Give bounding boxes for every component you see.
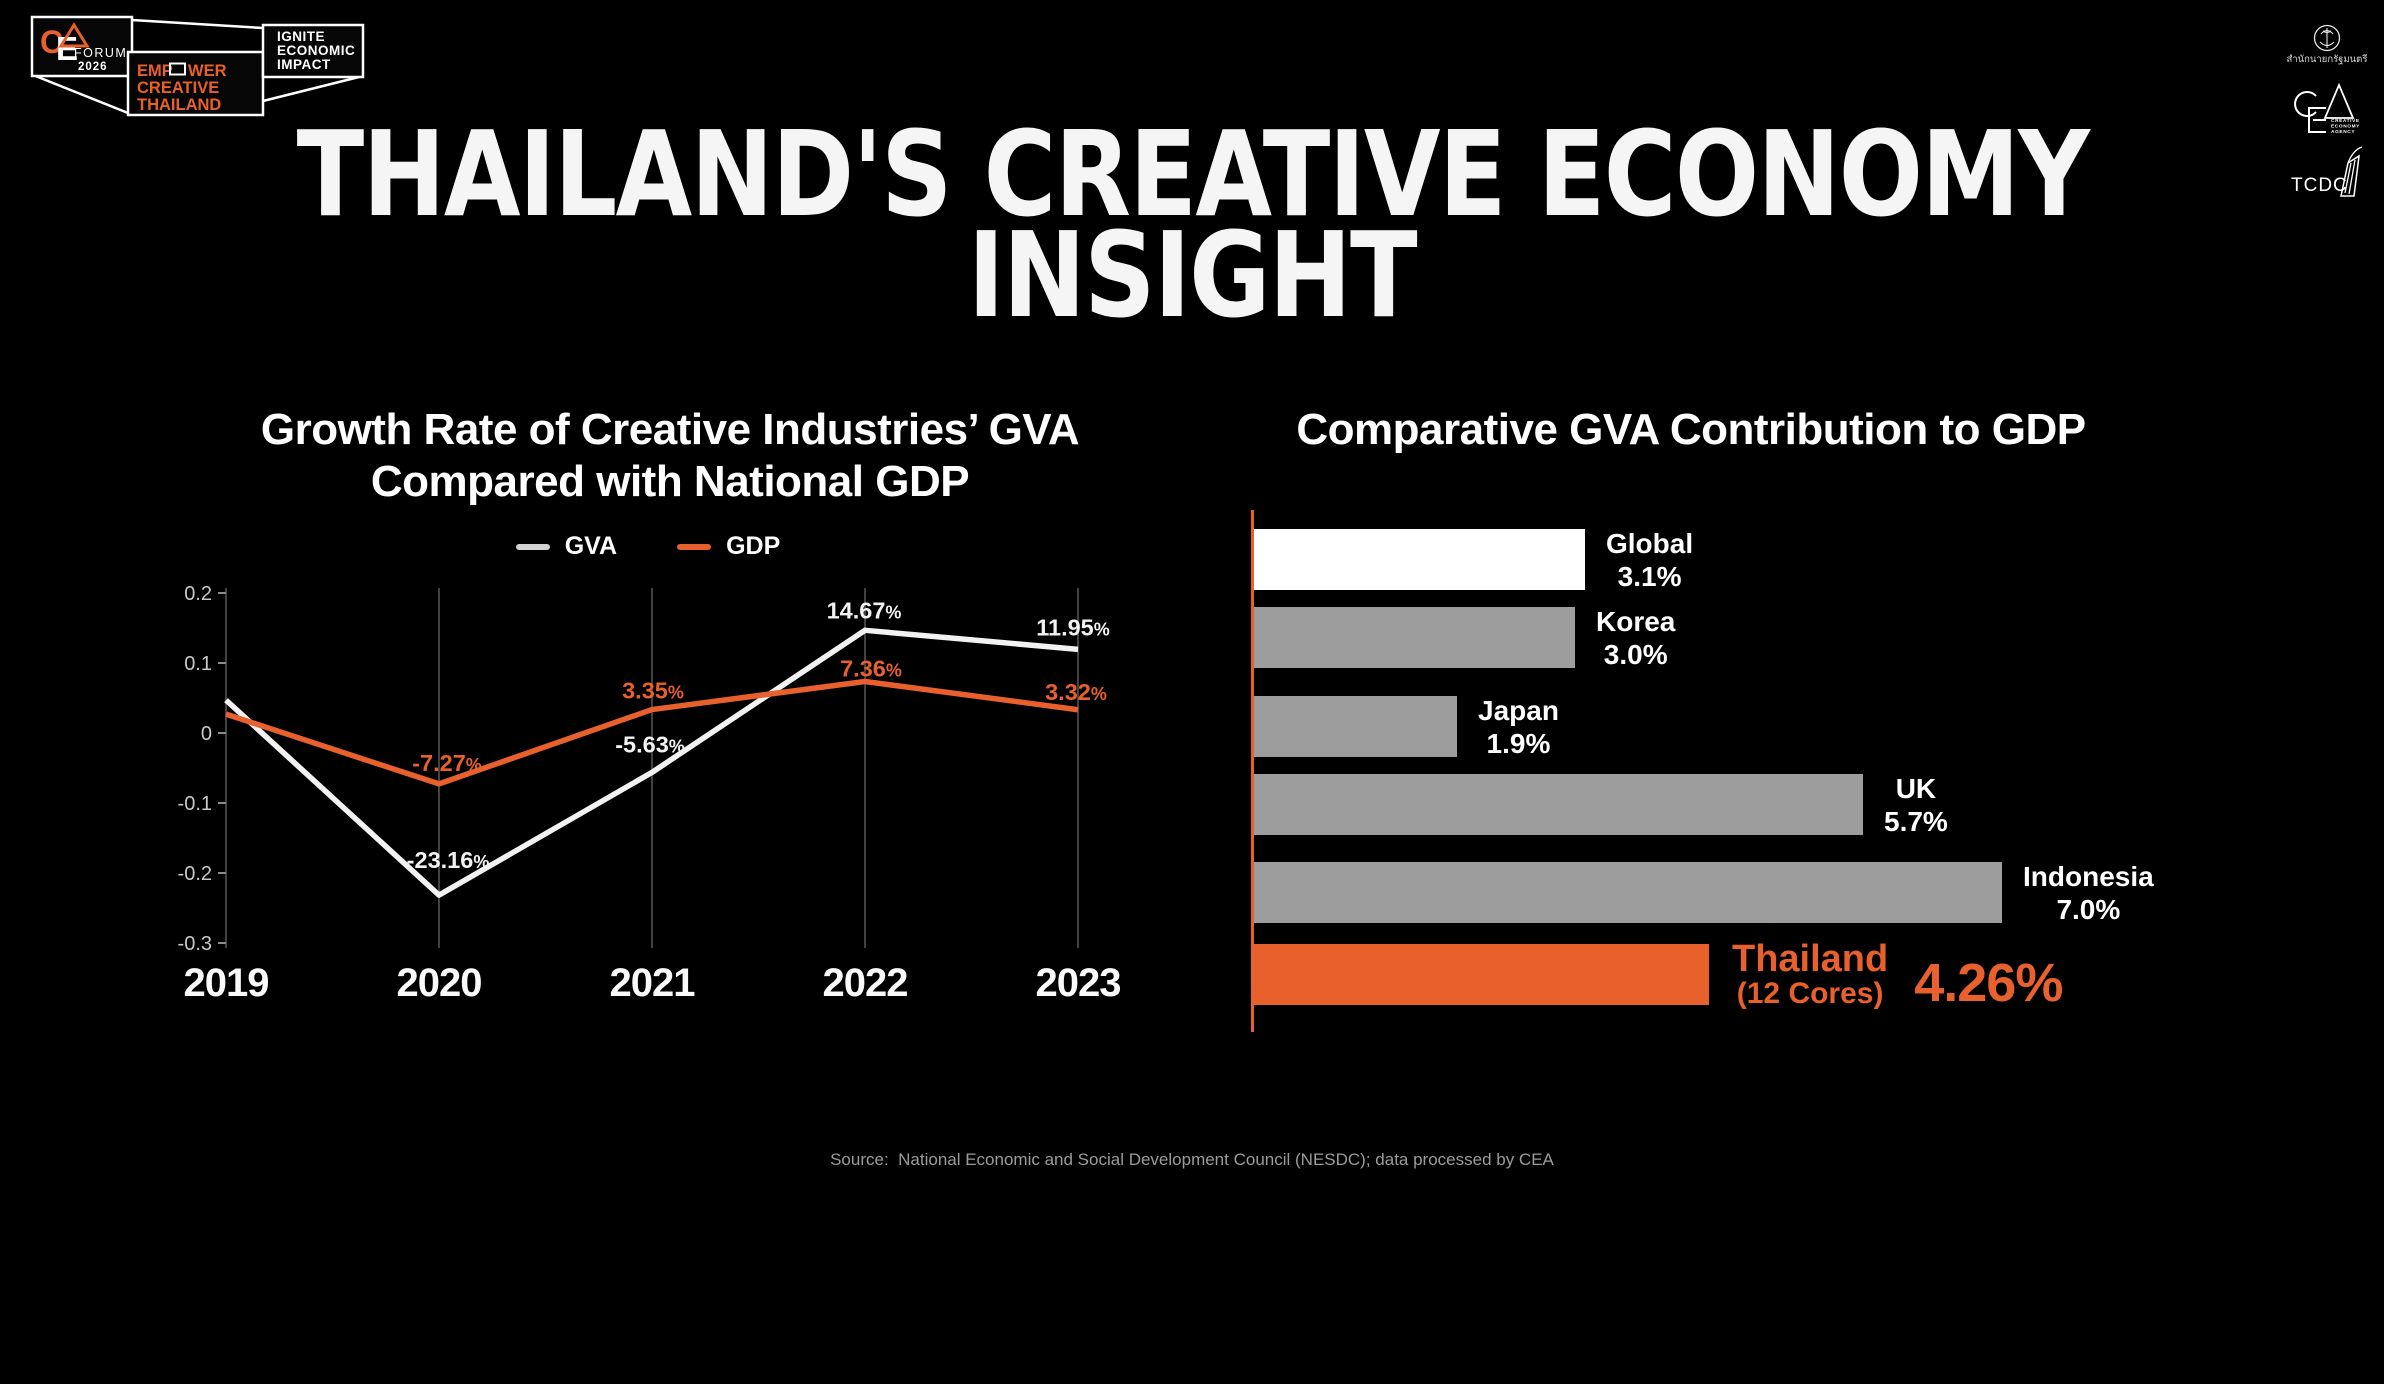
bar-label-japan: Japan 1.9% [1478,694,1559,760]
bar-name: Thailand [1732,937,1889,980]
page-title: THAILAND'S CREATIVE ECONOMY INSIGHT [0,105,2384,344]
line-chart-legend: GVA GDP [118,532,1178,561]
point-label-gva-2020: -23.16% [407,847,490,873]
y-axis-label: 0.2 [184,583,212,605]
bar-label-korea: Korea 3.0% [1596,605,1675,671]
ignite-line3: IMPACT [277,57,331,72]
bar-indonesia [1254,862,2002,923]
bar-thailand [1254,944,1709,1005]
bar-name: Korea [1596,605,1676,637]
tcdc-label: TCDC [2291,175,2348,196]
bar-chart-title: Comparative GVA Contribution to GDP [1296,405,2086,454]
ignite-line2: ECONOMIC [277,43,355,58]
y-axis-label: 0 [201,723,212,745]
bar-korea [1254,607,1575,668]
point-label-gva-2023: 11.95% [1036,614,1110,640]
bar-value: 5.7% [1884,805,1948,837]
bar-value-highlight: 4.26% [1914,952,2063,1013]
x-axis-label: 2019 [184,961,269,1005]
forum-badge-a-triangle [58,22,90,48]
forum-badge-c: C [40,24,63,60]
bar-label-global: Global 3.1% [1606,527,1693,593]
bar-value: 1.9% [1486,727,1551,759]
gva-line-swatch-icon [515,543,550,550]
point-label-gdp-2021: 3.35% [622,678,684,704]
series-line-gdp [225,678,1079,787]
bar-label-indonesia: Indonesia 7.0% [2023,860,2154,926]
bar-sub-label: (12 Cores) [1736,976,1884,1010]
page-title-line2: INSIGHT [967,206,1418,344]
forum-badge-e: E [56,30,78,67]
x-axis-label: 2023 [1036,961,1121,1005]
source-note: Source: National Economic and Social Dev… [830,1150,1554,1169]
page-title-line1: THAILAND'S CREATIVE ECONOMY [296,105,2089,243]
empower-line1b: WER [188,62,227,80]
pm-office-label: สำนักนายกรัฐมนตรี [2287,53,2368,65]
bar-row-japan: Japan 1.9% [1254,694,1559,760]
forum-badge-year: 2026 [78,61,108,73]
y-axis-label: -0.1 [178,793,212,815]
bar-name: UK [1895,772,1937,804]
empower-line3: THAILAND [137,96,221,114]
x-axis-label: 2020 [397,961,482,1005]
empower-o-box [169,62,186,76]
ignite-box [261,23,365,79]
x-axis-label: 2022 [823,961,908,1005]
bar-row-korea: Korea 3.0% [1254,605,1675,671]
bar-row-uk: UK 5.7% [1254,772,1948,838]
empower-line1a: EMP [137,62,173,80]
logo-connector [262,74,364,103]
line-chart-title-line2: Compared with National GDP [370,457,970,506]
partner-logos: สำนักนายกรัฐมนตรี CREATIVE ECONOMY AGENC… [2287,24,2368,197]
bar-global [1254,529,1585,590]
point-label-gdp-2020: -7.27% [412,750,482,776]
legend-label-gdp: GDP [726,532,781,560]
line-chart-title-line1: Growth Rate of Creative Industries’ GVA [260,405,1080,454]
logo-connector [131,18,264,30]
bar-uk [1254,774,1863,835]
y-axis-label: -0.2 [178,863,212,885]
legend-item-gdp: GDP [677,532,780,561]
legend-label-gva: GVA [564,532,618,560]
pm-office-seal-icon [2313,24,2341,52]
cea-forum-logo-cluster: C E FORUM 2026 EMP WER CREATIVE THAILAND… [30,15,365,117]
bar-row-global: Global 3.1% [1254,527,1693,593]
bar-japan [1254,696,1457,757]
line-chart-title: Growth Rate of Creative Industries’ GVA … [140,404,1200,508]
bar-label-thailand: Thailand (12 Cores) [1732,937,1889,1010]
point-label-gdp-2023: 3.32% [1045,679,1107,705]
cea-sub-line3: AGENCY [2331,129,2355,135]
y-axis-label: 0.1 [184,653,212,675]
point-label-gva-2022: 14.67% [827,597,902,623]
bar-value: 3.0% [1603,638,1668,670]
y-axis-label: -0.3 [178,933,212,955]
bar-name: Japan [1478,694,1559,726]
cea-sub-line2: ECONOMY [2331,124,2360,130]
bar-name: Indonesia [2023,860,2154,892]
ignite-line1: IGNITE [277,29,325,44]
bar-chart-plot: Global 3.1% Korea 3.0% Japan 1.9% UK 5.7% Indone… [1251,510,2384,1050]
tcdc-quill-icon [2340,146,2363,197]
bar-label-uk: UK 5.7% [1884,772,1948,838]
gdp-line-swatch-icon [677,543,712,550]
bar-chart-axis [1251,510,1254,1032]
logo-connector [32,73,129,115]
empower-line2: CREATIVE [137,79,219,97]
series-line-gva [224,627,1079,898]
cea-sub-line1: CREATIVE [2331,118,2360,124]
point-label-gva-2021: -5.63% [615,731,685,757]
bar-row-indonesia: Indonesia 7.0% [1254,860,2154,926]
cea-logo-icon [2294,82,2355,133]
empower-box [126,50,265,117]
forum-badge-forum: FORUM [74,46,127,60]
bar-value: 7.0% [2056,893,2121,925]
legend-item-gva: GVA [515,532,618,561]
x-axis-label: 2021 [610,961,696,1005]
point-label-gdp-2022: 7.36% [840,655,902,681]
bar-row-thailand: Thailand (12 Cores) 4.26% [1254,940,2063,1013]
bar-name: Global [1606,527,1694,559]
bar-value: 3.1% [1617,560,1682,592]
